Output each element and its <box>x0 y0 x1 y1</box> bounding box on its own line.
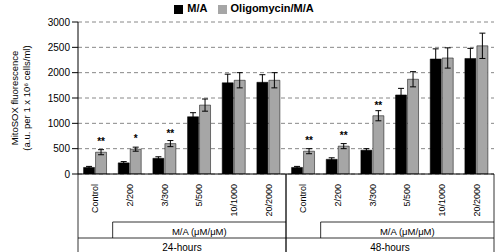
svg-text:Control: Control <box>90 184 100 213</box>
svg-text:3/300: 3/300 <box>160 184 170 207</box>
svg-text:20/2000: 20/2000 <box>264 184 274 217</box>
svg-text:M/A (μM/μM): M/A (μM/μM) <box>380 226 435 237</box>
svg-text:3/300: 3/300 <box>368 184 378 207</box>
svg-text:(a.u. per 1 x 10⁶ cells/ml): (a.u. per 1 x 10⁶ cells/ml) <box>21 45 32 150</box>
svg-text:MitoSOX fluorescence: MitoSOX fluorescence <box>9 51 20 146</box>
svg-text:500: 500 <box>53 143 70 154</box>
html-text:Oligomycin/M/A: Oligomycin/M/A <box>230 2 314 14</box>
svg-text:3000: 3000 <box>48 17 71 28</box>
svg-text:24-hours: 24-hours <box>162 242 201 252</box>
svg-text:20/2000: 20/2000 <box>472 184 482 217</box>
svg-text:Control: Control <box>298 184 308 213</box>
svg-text:1500: 1500 <box>48 93 71 104</box>
svg-text:**: ** <box>374 100 382 111</box>
svg-text:**: ** <box>97 136 105 147</box>
svg-text:2000: 2000 <box>48 67 71 78</box>
svg-text:2500: 2500 <box>48 42 71 53</box>
svg-text:10/1000: 10/1000 <box>229 184 239 217</box>
svg-text:**: ** <box>166 128 174 139</box>
html-text:M/A: M/A <box>187 2 208 14</box>
svg-text:*: * <box>134 133 138 144</box>
svg-text:1000: 1000 <box>48 118 71 129</box>
svg-text:10/1000: 10/1000 <box>437 184 447 217</box>
svg-text:2/200: 2/200 <box>125 184 135 207</box>
svg-text:**: ** <box>340 130 348 141</box>
svg-text:5/500: 5/500 <box>194 184 204 207</box>
svg-text:2/200: 2/200 <box>333 184 343 207</box>
svg-text:M/A (μM/μM): M/A (μM/μM) <box>172 226 227 237</box>
svg-text:**: ** <box>305 135 313 146</box>
svg-text:5/500: 5/500 <box>402 184 412 207</box>
svg-text:48-hours: 48-hours <box>370 242 409 252</box>
svg-text:0: 0 <box>64 169 70 180</box>
